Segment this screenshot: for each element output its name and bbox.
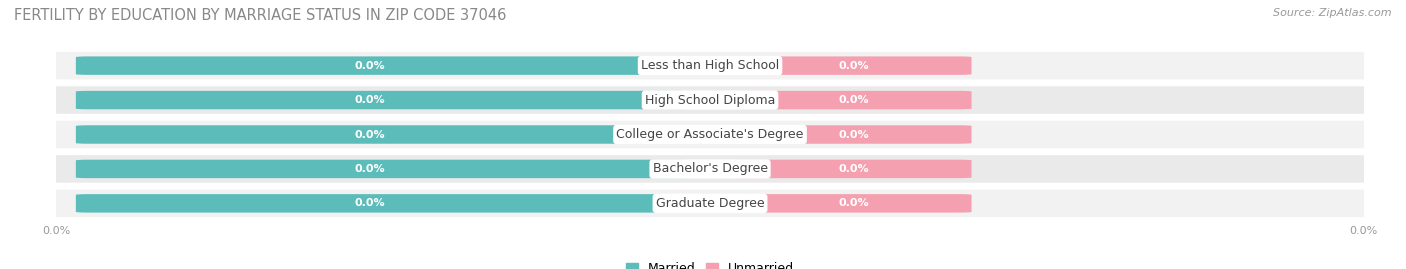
Text: 0.0%: 0.0% [838,129,869,140]
FancyBboxPatch shape [37,121,1384,148]
FancyBboxPatch shape [37,52,1384,79]
Text: 0.0%: 0.0% [354,95,385,105]
FancyBboxPatch shape [730,194,972,213]
Text: 0.0%: 0.0% [838,164,869,174]
Text: 0.0%: 0.0% [838,61,869,71]
Legend: Married, Unmarried: Married, Unmarried [620,257,800,269]
FancyBboxPatch shape [76,194,690,213]
Text: 0.0%: 0.0% [354,164,385,174]
FancyBboxPatch shape [37,155,1384,183]
Text: 0.0%: 0.0% [838,95,869,105]
Text: College or Associate's Degree: College or Associate's Degree [616,128,804,141]
FancyBboxPatch shape [730,160,972,178]
FancyBboxPatch shape [37,190,1384,217]
Text: FERTILITY BY EDUCATION BY MARRIAGE STATUS IN ZIP CODE 37046: FERTILITY BY EDUCATION BY MARRIAGE STATU… [14,8,506,23]
FancyBboxPatch shape [76,91,690,109]
FancyBboxPatch shape [730,56,972,75]
FancyBboxPatch shape [730,125,972,144]
FancyBboxPatch shape [76,160,690,178]
FancyBboxPatch shape [76,125,690,144]
FancyBboxPatch shape [76,56,690,75]
Text: Less than High School: Less than High School [641,59,779,72]
Text: 0.0%: 0.0% [838,198,869,208]
FancyBboxPatch shape [730,91,972,109]
Text: 0.0%: 0.0% [354,198,385,208]
FancyBboxPatch shape [37,86,1384,114]
Text: Bachelor's Degree: Bachelor's Degree [652,162,768,175]
Text: Source: ZipAtlas.com: Source: ZipAtlas.com [1274,8,1392,18]
Text: Graduate Degree: Graduate Degree [655,197,765,210]
Text: 0.0%: 0.0% [354,61,385,71]
Text: 0.0%: 0.0% [354,129,385,140]
Text: High School Diploma: High School Diploma [645,94,775,107]
